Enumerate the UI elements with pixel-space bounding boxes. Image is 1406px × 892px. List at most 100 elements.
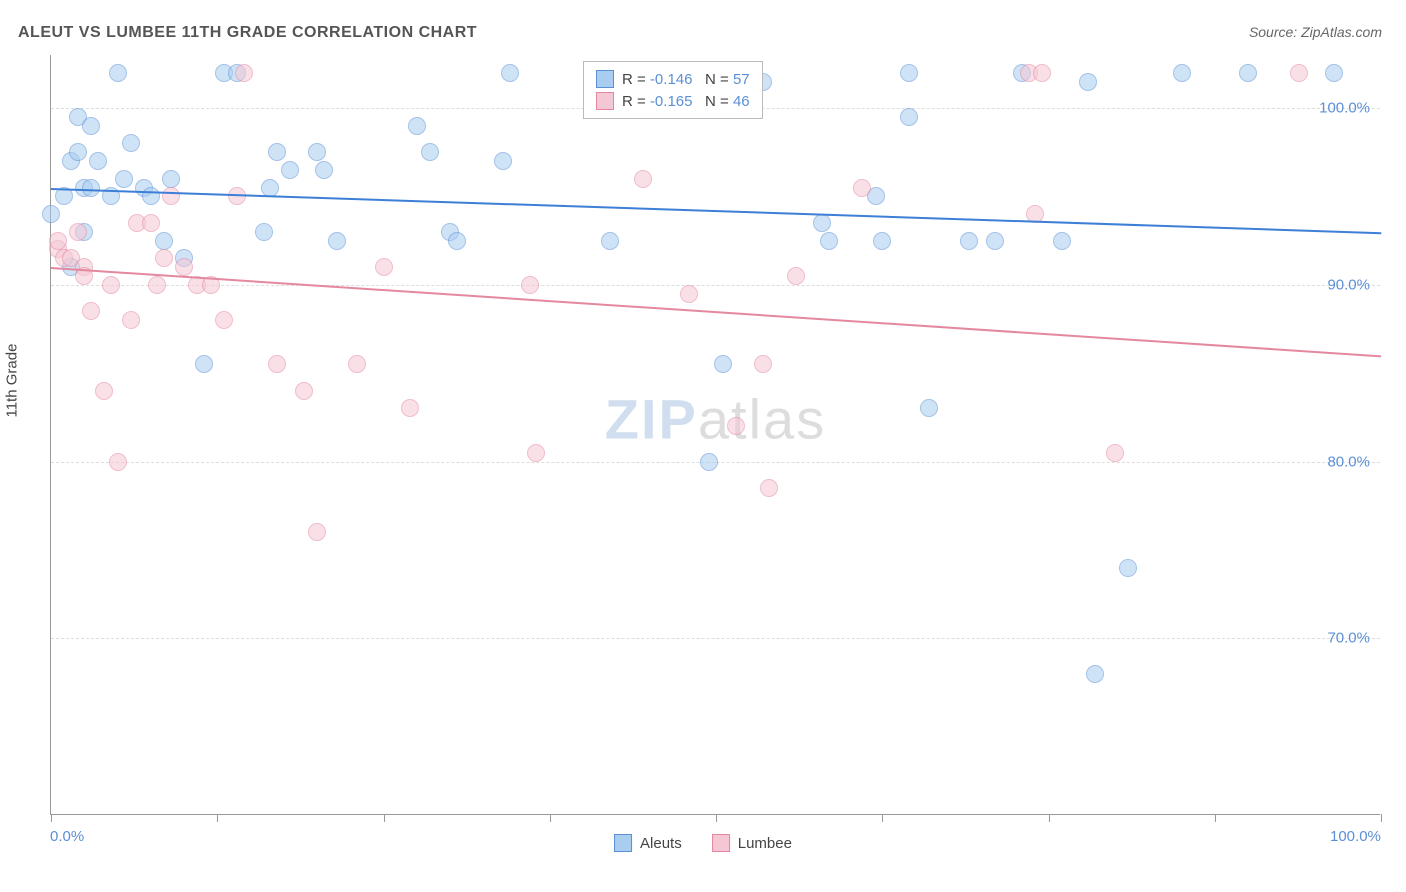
data-point [308, 143, 326, 161]
data-point [328, 232, 346, 250]
legend-label-lumbee: Lumbee [738, 835, 792, 852]
xtick [882, 814, 883, 822]
data-point [1239, 64, 1257, 82]
data-point [281, 161, 299, 179]
data-point [448, 232, 466, 250]
watermark-zip: ZIP [605, 388, 698, 451]
legend-label-aleuts: Aleuts [640, 835, 682, 852]
data-point [873, 232, 891, 250]
data-point [268, 355, 286, 373]
data-point [69, 223, 87, 241]
data-point [1079, 73, 1097, 91]
data-point [960, 232, 978, 250]
data-point [261, 179, 279, 197]
data-point [102, 276, 120, 294]
xtick [1049, 814, 1050, 822]
data-point [42, 205, 60, 223]
xtick [51, 814, 52, 822]
data-point [408, 117, 426, 135]
xtick-label: 100.0% [1330, 828, 1381, 845]
data-point [787, 267, 805, 285]
data-point [754, 355, 772, 373]
legend: Aleuts Lumbee [614, 834, 792, 852]
regression-line [51, 188, 1381, 234]
xtick [1381, 814, 1382, 822]
data-point [1106, 444, 1124, 462]
xtick [217, 814, 218, 822]
data-point [82, 117, 100, 135]
watermark: ZIPatlas [605, 387, 826, 452]
data-point [680, 285, 698, 303]
data-point [89, 152, 107, 170]
legend-swatch-aleuts [614, 834, 632, 852]
data-point [109, 453, 127, 471]
data-point [421, 143, 439, 161]
data-point [268, 143, 286, 161]
data-point [813, 214, 831, 232]
data-point [853, 179, 871, 197]
legend-item-lumbee: Lumbee [712, 834, 792, 852]
data-point [175, 258, 193, 276]
data-point [494, 152, 512, 170]
data-point [308, 523, 326, 541]
data-point [1119, 559, 1137, 577]
plot-area: ZIPatlas 70.0% 80.0% 90.0% 100.0% R = -0.146… [50, 55, 1380, 815]
data-point [700, 453, 718, 471]
ytick-label: 100.0% [1319, 100, 1370, 117]
data-point [375, 258, 393, 276]
ytick-label: 90.0% [1327, 276, 1370, 293]
data-point [986, 232, 1004, 250]
data-point [69, 143, 87, 161]
data-point [601, 232, 619, 250]
data-point [1053, 232, 1071, 250]
stat-row: R = -0.165 N = 46 [596, 90, 750, 112]
data-point [820, 232, 838, 250]
data-point [155, 249, 173, 267]
xtick-label: 0.0% [50, 828, 84, 845]
data-point [49, 232, 67, 250]
data-point [115, 170, 133, 188]
xtick [716, 814, 717, 822]
data-point [155, 232, 173, 250]
data-point [82, 302, 100, 320]
gridline [51, 285, 1380, 286]
data-point [162, 170, 180, 188]
legend-swatch-lumbee [712, 834, 730, 852]
data-point [109, 64, 127, 82]
data-point [148, 276, 166, 294]
chart-container: ALEUT VS LUMBEE 11TH GRADE CORRELATION C… [0, 0, 1406, 892]
regression-line [51, 267, 1381, 357]
data-point [122, 134, 140, 152]
data-point [1086, 665, 1104, 683]
ytick-label: 80.0% [1327, 453, 1370, 470]
stat-swatch [596, 70, 614, 88]
data-point [255, 223, 273, 241]
ytick-label: 70.0% [1327, 630, 1370, 647]
data-point [215, 311, 233, 329]
data-point [401, 399, 419, 417]
data-point [634, 170, 652, 188]
data-point [95, 382, 113, 400]
data-point [727, 417, 745, 435]
data-point [920, 399, 938, 417]
data-point [1325, 64, 1343, 82]
data-point [348, 355, 366, 373]
source-label: Source: ZipAtlas.com [1249, 24, 1382, 40]
data-point [195, 355, 213, 373]
data-point [122, 311, 140, 329]
data-point [521, 276, 539, 294]
data-point [295, 382, 313, 400]
stat-box: R = -0.146 N = 57 R = -0.165 N = 46 [583, 61, 763, 119]
stat-text: R = -0.146 N = 57 [622, 71, 750, 88]
data-point [235, 64, 253, 82]
stat-row: R = -0.146 N = 57 [596, 68, 750, 90]
data-point [760, 479, 778, 497]
data-point [142, 187, 160, 205]
data-point [1290, 64, 1308, 82]
data-point [900, 64, 918, 82]
legend-item-aleuts: Aleuts [614, 834, 682, 852]
xtick [384, 814, 385, 822]
data-point [900, 108, 918, 126]
xtick [550, 814, 551, 822]
data-point [142, 214, 160, 232]
